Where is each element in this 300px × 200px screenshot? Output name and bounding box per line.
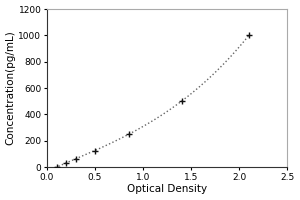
Y-axis label: Concentration(pg/mL): Concentration(pg/mL) — [6, 31, 16, 145]
X-axis label: Optical Density: Optical Density — [127, 184, 207, 194]
